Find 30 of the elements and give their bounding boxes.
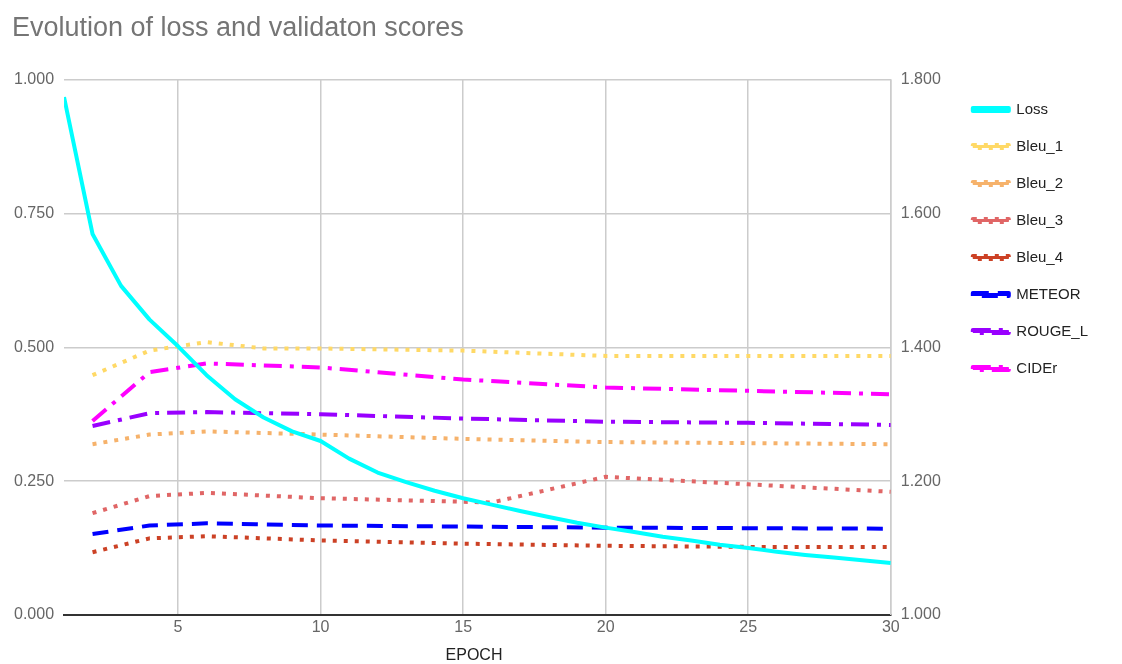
x-tick-label: 15 — [454, 617, 473, 635]
legend-label: ROUGE_L — [1016, 321, 1089, 339]
legend-label: Bleu_3 — [1016, 210, 1064, 228]
y-tick-label: 0.000 — [13, 605, 55, 623]
legend-label: Bleu_2 — [1016, 173, 1064, 191]
y2-tick-label: 1.200 — [900, 471, 941, 489]
chart-title: Evolution of loss and validaton scores — [12, 12, 464, 43]
y-tick-label: 0.500 — [13, 337, 55, 355]
legend-label: METEOR — [1016, 284, 1081, 302]
y-tick-label: 1.000 — [13, 70, 55, 88]
line-series — [90, 410, 891, 429]
line-series — [90, 361, 891, 423]
y-tick-label: 0.750 — [13, 204, 55, 222]
y2-tick-label: 1.000 — [900, 605, 941, 623]
legend-label: Loss — [1016, 99, 1048, 117]
x-tick-label: 20 — [596, 617, 615, 635]
y2-tick-label: 1.400 — [900, 337, 941, 355]
x-tick-label: 30 — [881, 617, 900, 635]
x-tick-label: 5 — [173, 617, 183, 635]
y2-tick-label: 1.600 — [900, 204, 941, 222]
legend-label: CIDEr — [1016, 358, 1058, 376]
legend-label: Bleu_4 — [1016, 247, 1064, 265]
line-series — [90, 474, 891, 516]
legend-label: Bleu_1 — [1016, 136, 1064, 154]
y2-tick-label: 1.800 — [900, 70, 941, 88]
x-axis-title: EPOCH — [444, 646, 504, 664]
y-tick-label: 0.250 — [13, 471, 55, 489]
x-tick-label: 25 — [739, 617, 758, 635]
line-series — [90, 340, 891, 378]
x-tick-label: 10 — [311, 617, 330, 635]
